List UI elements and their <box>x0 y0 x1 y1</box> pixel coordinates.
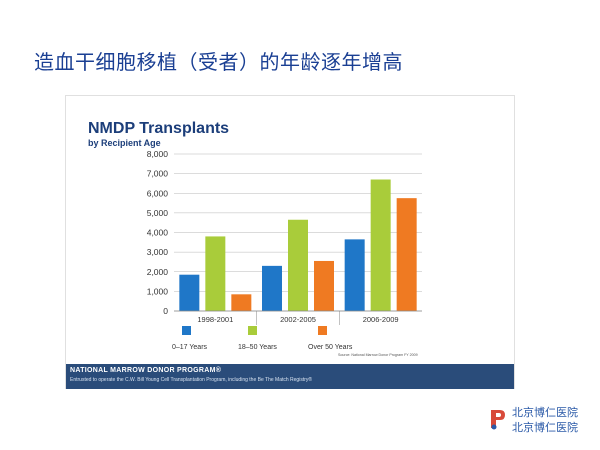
source-note: Source: National Marrow Donor Program FY… <box>338 353 418 357</box>
bars <box>179 179 417 311</box>
x-axis: 1998-2001 2002-2005 2006-2009 <box>174 310 422 325</box>
y-tick-label: 5,000 <box>147 208 169 218</box>
x-tick-label: 1998-2001 <box>197 315 233 324</box>
bar <box>179 274 200 311</box>
chart-svg: NMDP Transplants by Recipient Age 0 1,000… <box>88 120 422 357</box>
y-axis: 0 1,000 2,000 3,000 4,000 5,000 6,000 7,000 8,00… <box>147 149 169 316</box>
bar <box>370 179 391 311</box>
legend-label: 18–50 Years <box>238 344 277 351</box>
legend: 0–17 Years 18–50 Years Over 50 Years <box>172 326 353 351</box>
y-tick-label: 8,000 <box>147 149 169 159</box>
chart-subtitle: by Recipient Age <box>88 138 161 148</box>
bar <box>396 198 417 311</box>
y-tick-label: 3,000 <box>147 247 169 257</box>
hospital-logo: 北京博仁医院 北京博仁医院 <box>490 402 590 438</box>
y-tick-label: 6,000 <box>147 188 169 198</box>
hospital-logo-icon <box>491 410 505 430</box>
bar <box>262 265 282 311</box>
legend-swatch <box>248 326 257 335</box>
legend-label: Over 50 Years <box>308 344 353 351</box>
slide-title: 造血干细胞移植（受者）的年龄逐年增高 <box>34 50 403 74</box>
chart-title: NMDP Transplants <box>88 120 229 137</box>
footer-bar: NATIONAL MARROW DONOR PROGRAM® Entrusted… <box>66 364 514 389</box>
bar <box>205 236 226 311</box>
x-tick-label: 2006-2009 <box>363 315 399 324</box>
bar <box>231 294 252 311</box>
legend-swatch <box>182 326 191 335</box>
bar <box>288 219 308 311</box>
y-tick-label: 2,000 <box>147 267 169 277</box>
y-tick-label: 0 <box>163 306 168 316</box>
logo-text-1: 北京博仁医院 <box>512 406 578 419</box>
bar <box>314 260 334 311</box>
footer-title: NATIONAL MARROW DONOR PROGRAM® <box>70 367 222 374</box>
y-tick-label: 1,000 <box>147 286 169 296</box>
bar <box>344 239 365 311</box>
x-tick-label: 2002-2005 <box>280 315 316 324</box>
legend-swatch <box>318 326 327 335</box>
chart-panel: NMDP Transplants by Recipient Age 0 1,000… <box>65 95 515 389</box>
footer-subtitle: Entrusted to operate the C.W. Bill Young… <box>70 377 313 383</box>
legend-label: 0–17 Years <box>172 344 208 351</box>
y-tick-label: 4,000 <box>147 228 169 238</box>
logo-text-2: 北京博仁医院 <box>512 421 578 434</box>
y-tick-label: 7,000 <box>147 169 169 179</box>
